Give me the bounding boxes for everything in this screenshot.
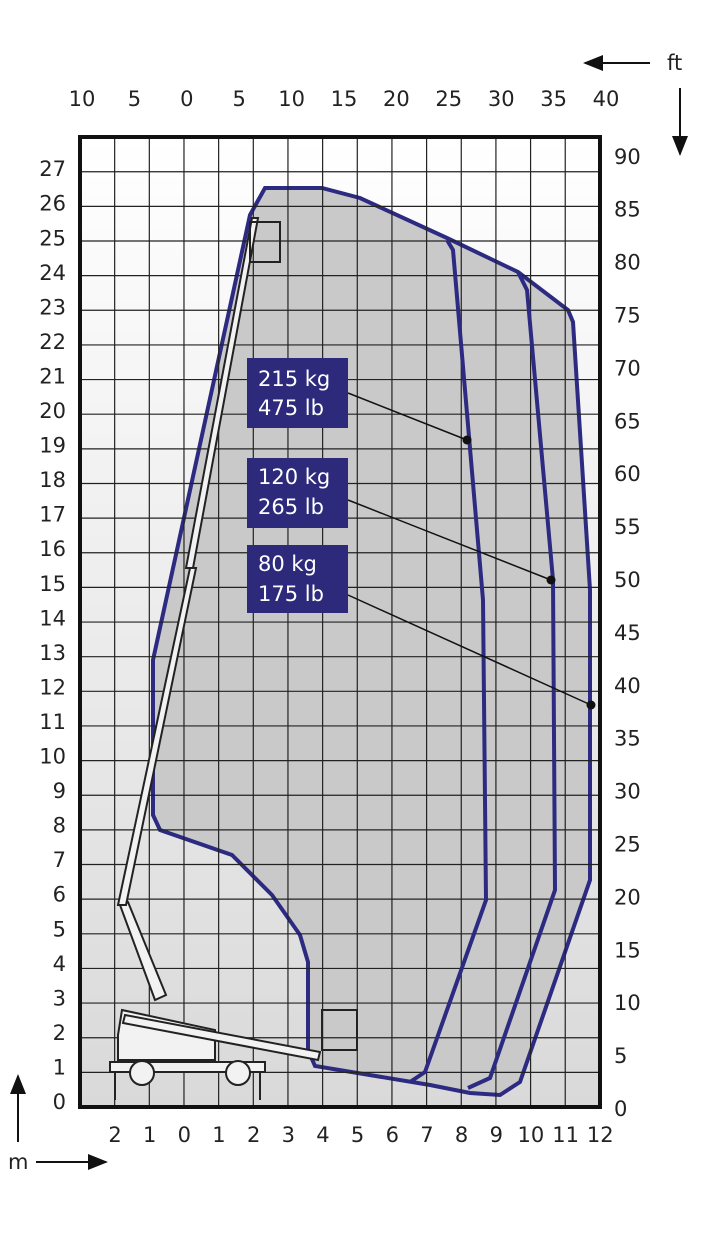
y-tick-label: 55 (614, 515, 641, 539)
leader-line (347, 392, 468, 441)
y-tick-label: 1 (53, 1055, 66, 1079)
leader-dot (586, 700, 596, 710)
x-tick-label: 0 (178, 1123, 191, 1147)
load-kg: 120 kg (258, 465, 330, 489)
y-tick-label: 35 (614, 727, 641, 751)
y-tick-label: 85 (614, 198, 641, 222)
y-tick-label: 27 (39, 157, 66, 181)
x-tick-label: 25 (435, 87, 462, 111)
y-tick-label: 21 (39, 364, 66, 388)
y-tick-label: 13 (39, 641, 66, 665)
load-lb: 265 lb (258, 495, 324, 519)
x-tick-label: 6 (386, 1123, 399, 1147)
y-tick-label: 25 (614, 833, 641, 857)
y-tick-label: 17 (39, 503, 66, 527)
x-tick-label: 11 (552, 1123, 579, 1147)
y-tick-label: 10 (39, 745, 66, 769)
y-tick-label: 6 (53, 883, 66, 907)
y-tick-label: 11 (39, 710, 66, 734)
x-tick-label: 1 (143, 1123, 156, 1147)
leader-dot (546, 575, 556, 585)
y-tick-label: 18 (39, 468, 66, 492)
load-lb: 175 lb (258, 582, 324, 606)
y-tick-label: 4 (53, 952, 66, 976)
y-tick-label: 19 (39, 434, 66, 458)
x-tick-label: 15 (331, 87, 358, 111)
y-tick-label: 20 (39, 399, 66, 423)
unit-ft: ft (667, 51, 682, 75)
y-tick-label: 5 (53, 917, 66, 941)
x-tick-label: 12 (587, 1123, 614, 1147)
x-tick-label: 5 (351, 1123, 364, 1147)
y-tick-label: 15 (614, 938, 641, 962)
envelope-215kg (408, 238, 489, 1084)
y-tick-label: 75 (614, 304, 641, 328)
x-tick-label: 2 (108, 1123, 121, 1147)
y-tick-label: 8 (53, 814, 66, 838)
y-tick-label: 15 (39, 572, 66, 596)
y-tick-label: 16 (39, 537, 66, 561)
y-tick-label: 14 (39, 606, 66, 630)
y-tick-label: 60 (614, 462, 641, 486)
x-tick-label: 10 (278, 87, 305, 111)
plot-frame (78, 135, 602, 1109)
machine (109, 217, 358, 1100)
y-tick-label: 50 (614, 568, 641, 592)
y-tick-label: 23 (39, 295, 66, 319)
y-tick-label: 24 (39, 261, 66, 285)
y-tick-label: 5 (614, 1044, 627, 1068)
y-tick-label: 12 (39, 675, 66, 699)
x-tick-label: 2 (247, 1123, 260, 1147)
y-tick-label: 10 (614, 991, 641, 1015)
x-tick-label: 20 (383, 87, 410, 111)
y-tick-label: 22 (39, 330, 66, 354)
y-tick-label: 0 (53, 1090, 66, 1114)
x-tick-label: 5 (233, 87, 246, 111)
x-tick-label: 10 (69, 87, 96, 111)
y-tick-label: 90 (614, 145, 641, 169)
y-tick-label: 45 (614, 621, 641, 645)
x-tick-label: 4 (316, 1123, 329, 1147)
x-tick-label: 9 (490, 1123, 503, 1147)
x-tick-label: 40 (593, 87, 620, 111)
grid (80, 137, 600, 1107)
load-kg: 80 kg (258, 552, 317, 576)
x-tick-label: 35 (540, 87, 567, 111)
y-tick-label: 3 (53, 986, 66, 1010)
x-tick-label: 7 (420, 1123, 433, 1147)
x-tick-label: 1 (212, 1123, 225, 1147)
load-kg: 215 kg (258, 367, 330, 391)
y-tick-label: 26 (39, 192, 66, 216)
y-tick-label: 20 (614, 885, 641, 909)
y-tick-label: 25 (39, 226, 66, 250)
y-tick-label: 0 (614, 1097, 627, 1121)
y-tick-label: 30 (614, 780, 641, 804)
y-tick-label: 80 (614, 251, 641, 275)
y-tick-label: 40 (614, 674, 641, 698)
x-tick-label: 3 (282, 1123, 295, 1147)
y-tick-label: 9 (53, 779, 66, 803)
envelope-120kg (467, 271, 558, 1090)
load-label: 120 kg 265 lb (247, 458, 348, 528)
x-tick-label: 30 (488, 87, 515, 111)
x-tick-label: 10 (518, 1123, 545, 1147)
y-tick-label: 65 (614, 409, 641, 433)
leader-dot (462, 435, 472, 445)
x-tick-label: 0 (180, 87, 193, 111)
load-label: 215 kg 475 lb (247, 358, 348, 428)
x-tick-label: 8 (455, 1123, 468, 1147)
load-lb: 475 lb (258, 396, 324, 420)
y-tick-label: 7 (53, 848, 66, 872)
x-tick-label: 5 (128, 87, 141, 111)
load-label: 80 kg 175 lb (247, 545, 348, 613)
leader-line (347, 499, 552, 581)
leader-line (347, 594, 592, 706)
unit-m: m (8, 1150, 28, 1174)
y-tick-label: 2 (53, 1021, 66, 1045)
y-tick-label: 70 (614, 356, 641, 380)
